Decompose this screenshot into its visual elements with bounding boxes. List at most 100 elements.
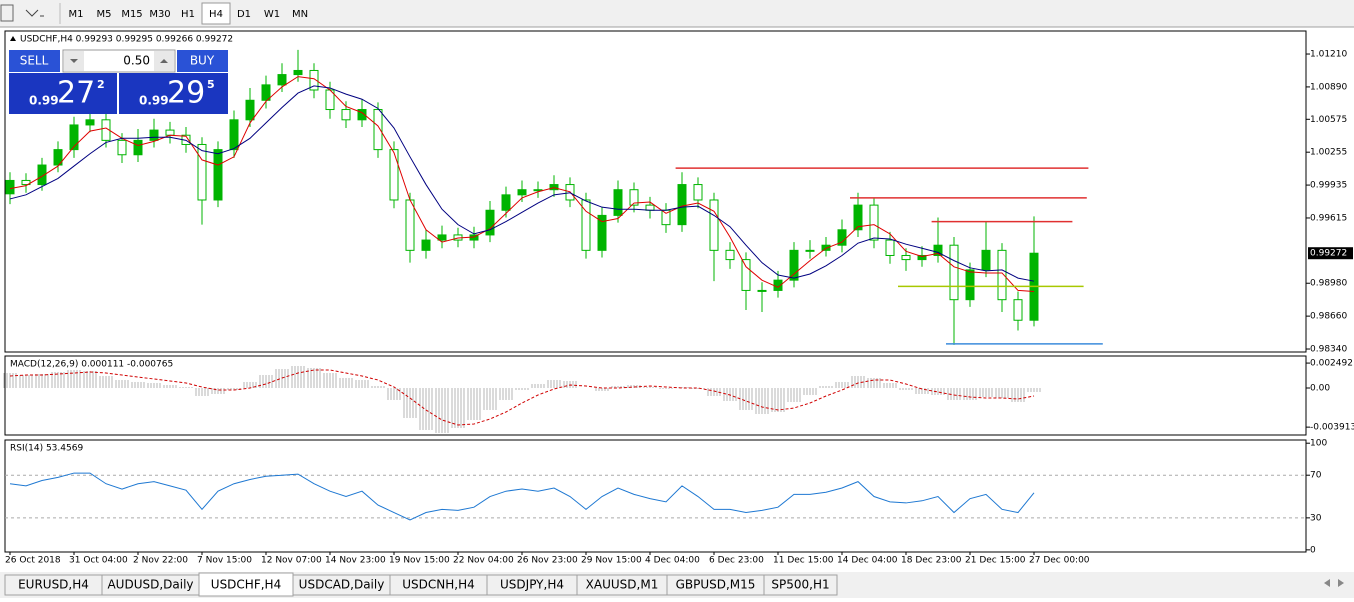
buy-button[interactable] (177, 50, 228, 72)
x-tick-label: 19 Nov 15:00 (389, 556, 450, 566)
y-tick-label: 0.99615 (1310, 213, 1347, 223)
timeframe-button[interactable]: W1 (264, 9, 280, 20)
ask-box[interactable] (119, 73, 228, 114)
candle-body (533, 189, 543, 192)
lot-value: 0.50 (123, 54, 150, 68)
timeframe-active (201, 2, 231, 25)
y-tick-label: 0.98980 (1310, 279, 1347, 289)
y-tick-label: 0.00 (1310, 384, 1330, 394)
lot-input[interactable] (62, 49, 176, 73)
x-tick-label: 12 Nov 07:00 (261, 556, 322, 566)
y-tick-label: 0.98340 (1310, 345, 1347, 355)
y-tick-label: 100 (1310, 439, 1327, 449)
candle-body (437, 234, 447, 241)
candle-body (645, 204, 655, 211)
sell-label: SELL (20, 54, 49, 68)
tab-label: SP500,H1 (771, 578, 829, 592)
candle-body (693, 184, 703, 201)
tab-label: AUDUSD,Daily (107, 578, 193, 592)
candle-body (885, 239, 895, 256)
candle-body (837, 229, 847, 246)
ask-pips: 29 (167, 76, 205, 111)
candle-body (677, 184, 687, 226)
candle-body (757, 289, 767, 292)
candle-body (261, 84, 271, 101)
candle-body (501, 194, 511, 211)
y-tick-label: 1.00575 (1310, 115, 1347, 125)
candle-body (229, 119, 239, 151)
candle-body (373, 109, 383, 151)
tool-icon[interactable] (0, 4, 14, 22)
bid-box[interactable] (9, 73, 117, 114)
candle-body (197, 143, 207, 201)
candle-body (5, 179, 15, 195)
x-tick-label: 26 Nov 23:00 (517, 556, 578, 566)
tab-label: USDCAD,Daily (299, 578, 385, 592)
candle-body (421, 239, 431, 251)
x-tick-label: 14 Nov 23:00 (325, 556, 386, 566)
macd-signal (9, 369, 1035, 426)
tool-icon[interactable] (25, 9, 44, 17)
panel-title: RSI(14) 53.4569 (10, 444, 83, 454)
y-tick-label: 30 (1310, 513, 1322, 523)
candle-body (805, 249, 815, 252)
candle-body (117, 139, 127, 156)
candle-body (997, 249, 1007, 301)
collapse-icon[interactable] (10, 36, 16, 41)
tab-scroll-left[interactable] (1324, 579, 1330, 587)
candle-body (613, 189, 623, 216)
x-tick-label: 14 Dec 04:00 (837, 556, 898, 566)
x-tick-label: 31 Oct 04:00 (69, 556, 128, 566)
buy-label: BUY (190, 54, 215, 68)
candle-body (517, 189, 527, 196)
tab-label: USDCHF,H4 (211, 578, 281, 592)
candle-body (69, 124, 79, 151)
timeframe-button[interactable]: H1 (181, 9, 195, 20)
timeframe-button[interactable]: M5 (97, 9, 112, 20)
x-tick-label: 2 Nov 22:00 (133, 556, 188, 566)
trade-panel: SELL 0.50 BUY 0.99 27 2 0.99 29 5 (9, 49, 228, 114)
candle-body (629, 189, 639, 206)
tab-label: GBPUSD,M15 (676, 578, 756, 592)
tab-scroll-right[interactable] (1338, 579, 1344, 587)
timeframe-button[interactable]: M15 (121, 9, 142, 20)
moving-average (9, 85, 1035, 282)
candle-body (981, 249, 991, 271)
candle-body (405, 199, 415, 251)
y-tick-label: 1.00255 (1310, 148, 1347, 158)
timeframe-button[interactable]: M30 (149, 9, 170, 20)
ask-big: 0.99 (139, 94, 169, 108)
timeframe-button[interactable]: M1 (69, 9, 84, 20)
candle-body (341, 109, 351, 121)
candle-body (293, 69, 303, 76)
y-tick-label: 0 (1310, 545, 1316, 555)
candle-body (165, 129, 175, 136)
tab-label: EURUSD,H4 (18, 578, 89, 592)
y-tick-label: 0.98660 (1310, 312, 1347, 322)
y-tick-label: 70 (1310, 471, 1322, 481)
current-price-box (1308, 247, 1353, 260)
timeframe-button[interactable]: MN (292, 9, 308, 20)
bid-big: 0.99 (29, 94, 59, 108)
y-tick-label: 0.002492 (1310, 359, 1353, 369)
candle-body (389, 149, 399, 201)
timeframe-button[interactable]: H4 (209, 9, 223, 20)
lot-down-icon (70, 59, 78, 63)
tab[interactable] (763, 574, 838, 596)
candle-body (133, 139, 143, 156)
bid-frac: 2 (97, 78, 105, 91)
x-tick-label: 6 Dec 23:00 (709, 556, 764, 566)
x-tick-label: 4 Dec 04:00 (645, 556, 700, 566)
candle-body (85, 119, 95, 126)
candle-body (21, 179, 31, 186)
timeframe-button[interactable]: D1 (237, 9, 251, 20)
panel-title: USDCHF,H4 0.99293 0.99295 0.99266 0.9927… (20, 35, 233, 45)
candle-body (149, 129, 159, 141)
tab-label: USDCNH,H4 (402, 578, 475, 592)
tab-label: USDJPY,H4 (500, 578, 564, 592)
bid-pips: 27 (57, 76, 95, 111)
sell-button[interactable] (9, 50, 60, 72)
candle-body (485, 209, 495, 236)
candle-body (581, 199, 591, 251)
